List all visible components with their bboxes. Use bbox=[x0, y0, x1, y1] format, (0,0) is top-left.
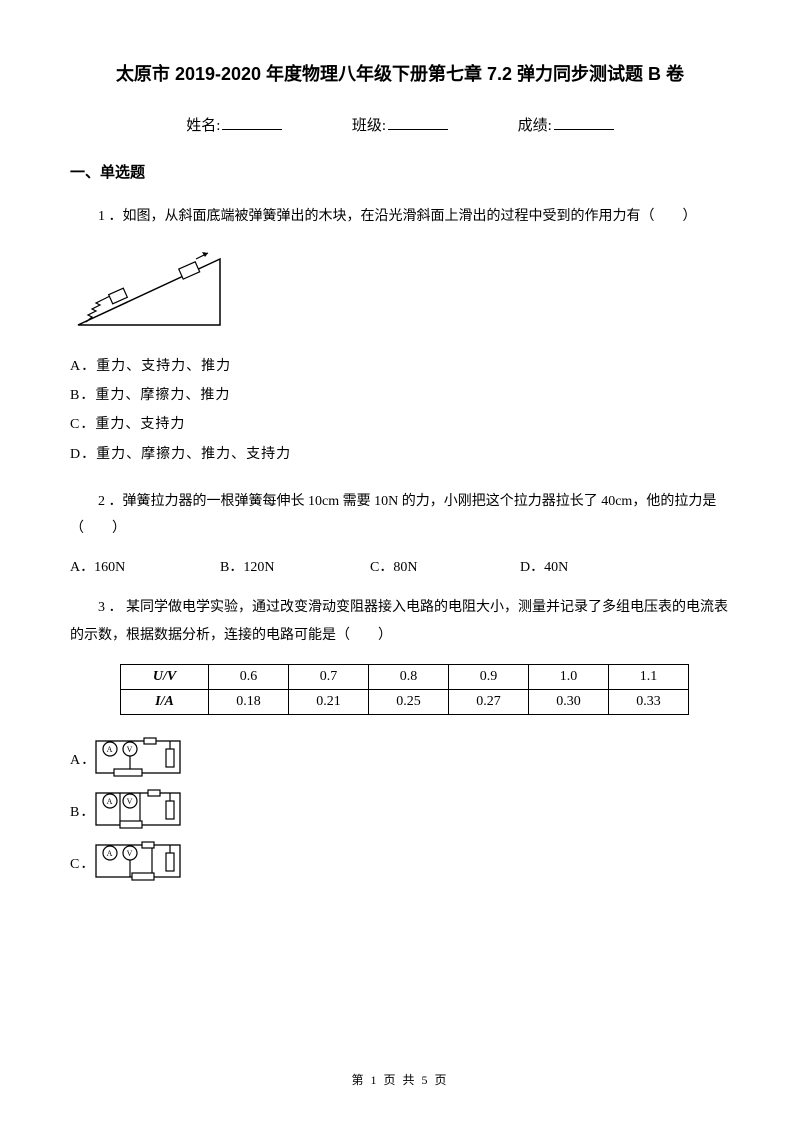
svg-text:V: V bbox=[127, 745, 134, 754]
table-cell: 1.1 bbox=[609, 665, 689, 690]
question-3-text: 3 ． 某同学做电学实验，通过改变滑动变阻器接入电路的电阻大小，测量并记录了多组… bbox=[70, 594, 730, 650]
question-2-text: 2 ．弹簧拉力器的一根弹簧每伸长 10cm 需要 10N 的力，小刚把这个拉力器… bbox=[70, 489, 730, 542]
q3-option-a-label: A． bbox=[70, 749, 92, 769]
table-cell: 0.27 bbox=[449, 690, 529, 715]
q2-option-b[interactable]: B．120N bbox=[220, 556, 370, 576]
svg-text:A: A bbox=[107, 745, 114, 754]
q1-diagram bbox=[70, 245, 730, 338]
q1-option-d[interactable]: D．重力、摩擦力、推力、支持力 bbox=[70, 440, 730, 469]
table-header-ia: I/A bbox=[121, 690, 209, 715]
table-cell: 0.33 bbox=[609, 690, 689, 715]
q1-option-c[interactable]: C．重力、支持力 bbox=[70, 410, 730, 439]
table-cell: 0.7 bbox=[289, 665, 369, 690]
svg-text:V: V bbox=[127, 849, 134, 858]
table-header-uv: U/V bbox=[121, 665, 209, 690]
table-row: I/A 0.18 0.21 0.25 0.27 0.30 0.33 bbox=[121, 690, 689, 715]
q2-option-a[interactable]: A．160N bbox=[70, 556, 220, 576]
table-cell: 0.25 bbox=[369, 690, 449, 715]
class-blank[interactable] bbox=[388, 129, 448, 130]
q3-data-table: U/V 0.6 0.7 0.8 0.9 1.0 1.1 I/A 0.18 0.2… bbox=[120, 664, 689, 715]
question-1-text: 1 ．如图，从斜面底端被弹簧弹出的木块，在沿光滑斜面上滑出的过程中受到的作用力有… bbox=[70, 204, 730, 231]
score-blank[interactable] bbox=[554, 129, 614, 130]
table-cell: 0.18 bbox=[209, 690, 289, 715]
table-cell: 0.8 bbox=[369, 665, 449, 690]
section-1-header: 一、单选题 bbox=[70, 161, 730, 182]
q1-option-b[interactable]: B．重力、摩擦力、推力 bbox=[70, 381, 730, 410]
q3-option-b[interactable]: B． A V bbox=[70, 789, 730, 833]
svg-text:A: A bbox=[107, 849, 114, 858]
page-footer: 第 1 页 共 5 页 bbox=[0, 1071, 800, 1088]
q2-option-d[interactable]: D．40N bbox=[520, 556, 670, 576]
q2-option-c[interactable]: C．80N bbox=[370, 556, 520, 576]
q3-option-c[interactable]: C． A V bbox=[70, 841, 730, 885]
student-info-row: 姓名: 班级: 成绩: bbox=[70, 114, 730, 135]
table-cell: 0.21 bbox=[289, 690, 369, 715]
table-cell: 0.6 bbox=[209, 665, 289, 690]
table-cell: 0.30 bbox=[529, 690, 609, 715]
table-cell: 0.9 bbox=[449, 665, 529, 690]
inclined-plane-icon bbox=[70, 245, 230, 333]
class-label: 班级: bbox=[352, 118, 386, 134]
q3-option-c-label: C． bbox=[70, 853, 92, 873]
circuit-a-icon: A V bbox=[92, 737, 184, 781]
q3-option-a[interactable]: A． A V bbox=[70, 737, 730, 781]
q3-option-b-label: B． bbox=[70, 801, 92, 821]
page-title: 太原市 2019-2020 年度物理八年级下册第七章 7.2 弹力同步测试题 B… bbox=[70, 60, 730, 86]
q1-option-a[interactable]: A．重力、支持力、推力 bbox=[70, 352, 730, 381]
table-row: U/V 0.6 0.7 0.8 0.9 1.0 1.1 bbox=[121, 665, 689, 690]
table-cell: 1.0 bbox=[529, 665, 609, 690]
score-label: 成绩: bbox=[518, 118, 552, 134]
circuit-b-icon: A V bbox=[92, 789, 184, 833]
circuit-c-icon: A V bbox=[92, 841, 184, 885]
svg-text:A: A bbox=[107, 797, 114, 806]
name-blank[interactable] bbox=[222, 129, 282, 130]
name-label: 姓名: bbox=[186, 118, 220, 134]
svg-text:V: V bbox=[127, 797, 134, 806]
